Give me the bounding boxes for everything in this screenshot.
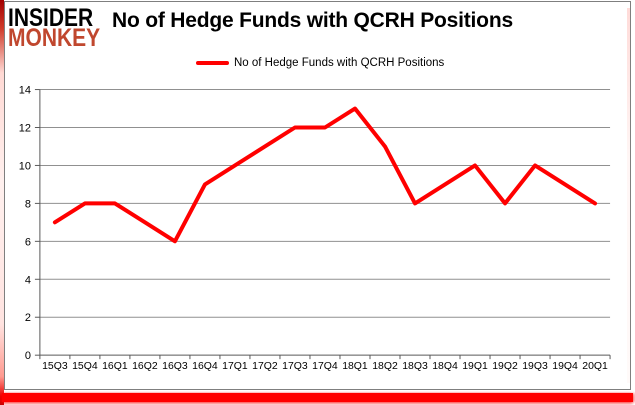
x-tick-label: 20Q1	[582, 361, 608, 372]
x-tick-label: 16Q1	[102, 361, 128, 372]
legend-label: No of Hedge Funds with QCRH Positions	[234, 57, 445, 69]
x-tick-label: 16Q3	[162, 361, 188, 372]
chart-title: No of Hedge Funds with QCRH Positions	[112, 9, 513, 32]
x-tick-label: 17Q3	[282, 361, 308, 372]
right-edge-tint	[627, 8, 630, 383]
x-tick-label: 19Q4	[552, 361, 578, 372]
x-tick-label: 17Q2	[252, 361, 278, 372]
x-tick-label: 18Q2	[372, 361, 398, 372]
x-tick-label: 16Q4	[192, 361, 218, 372]
x-tick-label: 19Q3	[522, 361, 548, 372]
y-tick-label: 8	[25, 198, 31, 210]
line-chart-plot: 0 2 4 6 8 10 12 14 15Q3 15Q4 16Q1 16Q2 16Q3 16Q4 17Q1 1…	[19, 85, 611, 372]
series-line	[52, 106, 598, 244]
x-tick-label: 18Q3	[402, 361, 428, 372]
brand-border-left	[0, 0, 4, 405]
logo-line2: MONKEY	[8, 24, 101, 52]
y-tick-label: 2	[25, 312, 31, 324]
insider-monkey-logo: INSIDER MONKEY	[8, 4, 101, 52]
brand-border-bottom	[2, 393, 633, 402]
x-tick-label: 15Q4	[72, 361, 98, 372]
y-tick-label: 4	[25, 274, 31, 286]
x-tick-label: 17Q4	[312, 361, 338, 372]
y-tick-label: 14	[19, 85, 31, 97]
x-tick-label: 18Q4	[432, 361, 458, 372]
x-tick-label: 19Q2	[492, 361, 518, 372]
x-tick-label: 19Q1	[462, 361, 488, 372]
x-tick-label: 16Q2	[132, 361, 158, 372]
x-tick-label: 18Q1	[342, 361, 368, 372]
chart-panel: 0 2 4 6 8 10 12 14 15Q3 15Q4 16Q1 16Q2 16Q3 16Q4 17Q1 1…	[4, 1, 631, 390]
y-tick-label: 10	[19, 160, 31, 172]
y-tick-label: 12	[19, 122, 31, 134]
legend: No of Hedge Funds with QCRH Positions	[196, 57, 444, 69]
y-tick-label: 6	[25, 236, 31, 248]
logo-line1: INSIDER	[8, 4, 94, 32]
x-tick-label: 15Q3	[42, 361, 68, 372]
x-tick-label: 17Q1	[222, 361, 248, 372]
legend-line-marker-icon	[196, 61, 229, 65]
y-tick-label: 0	[25, 350, 31, 362]
